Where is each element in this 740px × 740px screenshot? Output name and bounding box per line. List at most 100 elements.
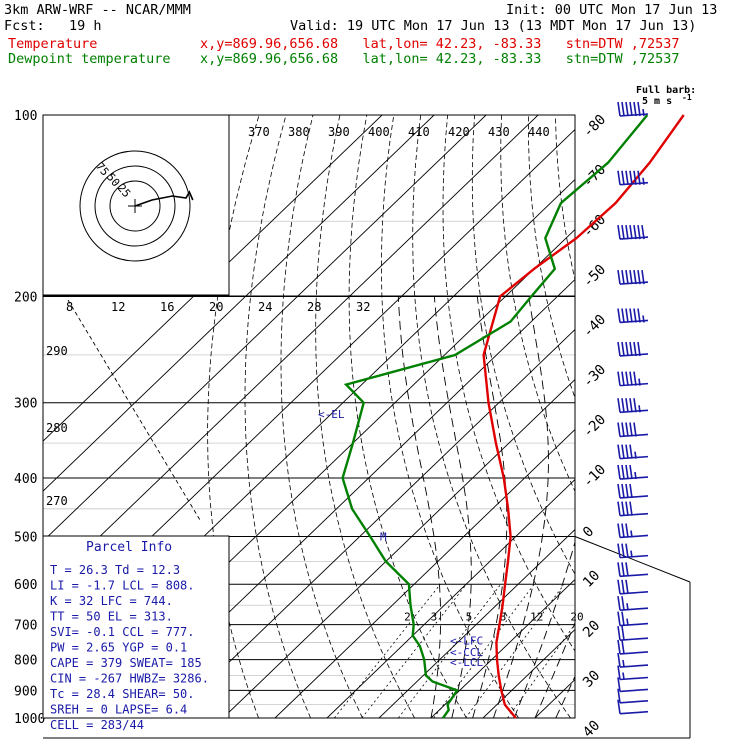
wind-barb xyxy=(617,626,649,641)
isotherm-label: -60 xyxy=(580,212,609,241)
wind-barb xyxy=(617,224,649,240)
wind-barb-flag xyxy=(617,501,621,516)
isobar-label: 300 xyxy=(14,397,37,412)
wind-barb-flag xyxy=(633,101,637,117)
wind-barb-flag xyxy=(617,308,621,323)
wind-barb-flag xyxy=(621,523,625,538)
wind-barb-flag xyxy=(617,523,621,538)
dewpoint-legend-label: Dewpoint temperature xyxy=(8,51,171,67)
hodograph-ring xyxy=(94,165,176,247)
wind-barb xyxy=(617,579,649,595)
wind-barb xyxy=(617,677,649,693)
theta-label: 380 xyxy=(288,125,310,139)
isotherm-label: -40 xyxy=(580,312,609,341)
wind-barb-flag xyxy=(625,562,629,577)
wind-barb-flag xyxy=(617,677,621,692)
temperature-trace xyxy=(482,114,685,719)
dry-adiabat xyxy=(636,115,740,718)
theta-label: 400 xyxy=(368,125,390,139)
wind-barb-flag xyxy=(621,422,625,437)
forecast-hour: Fcst: 19 h xyxy=(4,18,102,34)
wind-barb-flag xyxy=(617,464,621,480)
isotherm-label: -50 xyxy=(580,262,609,291)
wind-barb-flag xyxy=(629,371,633,386)
hodograph-ring xyxy=(109,180,161,232)
isotherm-line xyxy=(587,115,740,718)
wind-barb-flag xyxy=(629,269,633,285)
model-title: 3km ARW-WRF -- NCAR/MMM xyxy=(4,2,191,18)
wind-barb-flag xyxy=(629,501,633,516)
isotherm-label: 40 xyxy=(580,718,603,740)
theta-label: 410 xyxy=(408,125,430,139)
wind-barb-flag xyxy=(637,269,641,285)
isotherm-label: 30 xyxy=(580,668,603,691)
moist-adiabat xyxy=(513,540,575,718)
wind-barb xyxy=(617,501,649,517)
wind-barb xyxy=(617,483,649,499)
wind-barb-half xyxy=(638,378,641,386)
isotherm-line xyxy=(534,678,575,718)
parcel-info-row: CELL = 283/44 xyxy=(50,718,144,732)
wind-barb-flag xyxy=(625,224,629,240)
wind-barb-flag xyxy=(621,444,625,459)
wind-barb-flag xyxy=(629,422,633,437)
wind-barb-half xyxy=(626,618,629,626)
moist-adiabat xyxy=(492,296,549,718)
parcel-marker: M xyxy=(380,530,387,543)
theta-label: 370 xyxy=(248,125,270,139)
isotherm-label: -30 xyxy=(580,362,609,391)
wind-barb-flag xyxy=(617,562,621,577)
parcel-info-panel: Parcel Info T = 26.3 Td = 12.3 LI = -1.7 L… xyxy=(42,535,230,732)
mixing-ratio-label: 3 xyxy=(431,611,438,624)
wind-barb-flag xyxy=(633,269,637,285)
wind-barb-flag xyxy=(625,398,629,413)
isotherm-line xyxy=(43,115,435,492)
wind-barb-flag xyxy=(621,596,625,611)
wind-barb-flag xyxy=(621,639,625,655)
wind-barb-half xyxy=(634,451,637,459)
dry-adiabat xyxy=(315,115,415,718)
wind-barb xyxy=(617,652,649,668)
isotherm-label: -20 xyxy=(580,412,609,441)
wind-barb xyxy=(617,665,649,681)
wind-barb-flag xyxy=(621,579,625,594)
moist-adiabat xyxy=(534,621,575,718)
wind-barb-flag xyxy=(621,170,625,185)
dry-adiabat xyxy=(609,115,740,718)
isotherm-line xyxy=(43,115,383,442)
wind-barb xyxy=(617,308,649,324)
isobar-label: 1000 xyxy=(14,712,45,727)
isobar-label: 200 xyxy=(14,291,37,306)
wind-barb-flag xyxy=(621,101,625,117)
wind-scale-label: 20 xyxy=(209,300,223,314)
wind-barb-flag xyxy=(625,543,629,558)
wind-barb-flag xyxy=(617,639,621,655)
wind-barb-staff xyxy=(619,688,649,693)
mixing-ratio-label: 5 xyxy=(466,611,473,624)
isobar-label: 800 xyxy=(14,654,37,669)
valid-time: Valid: 19 UTC Mon 17 Jun 13 (13 MDT Mon … xyxy=(290,18,697,34)
wind-barb-flag xyxy=(617,665,621,680)
mixing-ratio-line xyxy=(361,583,467,718)
dry-adiabat xyxy=(663,115,740,718)
wind-barb-flag xyxy=(629,224,633,240)
dry-adiabat xyxy=(244,115,311,718)
grid-layer xyxy=(43,115,740,718)
temperature-legend-label: Temperature xyxy=(8,36,98,52)
wind-barb xyxy=(617,596,649,611)
wind-barb-flag xyxy=(617,483,621,499)
mixing-ratio-line xyxy=(398,583,502,718)
isobar-label: 500 xyxy=(14,530,37,545)
moist-adiabat xyxy=(397,296,442,718)
dewpoint-trace xyxy=(341,114,649,719)
wind-barb-flag xyxy=(633,422,637,437)
wind-barb xyxy=(617,464,649,480)
wind-barb-flag xyxy=(625,579,629,594)
wind-barb-flag xyxy=(617,543,621,558)
wind-barb-flag xyxy=(621,611,625,626)
parcel-info-row: CIN = -267 HWBZ= 3286. xyxy=(50,672,209,686)
wind-barb-half xyxy=(634,471,637,480)
wind-barb-flag xyxy=(633,224,637,240)
wind-barb-flag xyxy=(617,422,621,437)
wind-barb-half xyxy=(642,108,645,117)
